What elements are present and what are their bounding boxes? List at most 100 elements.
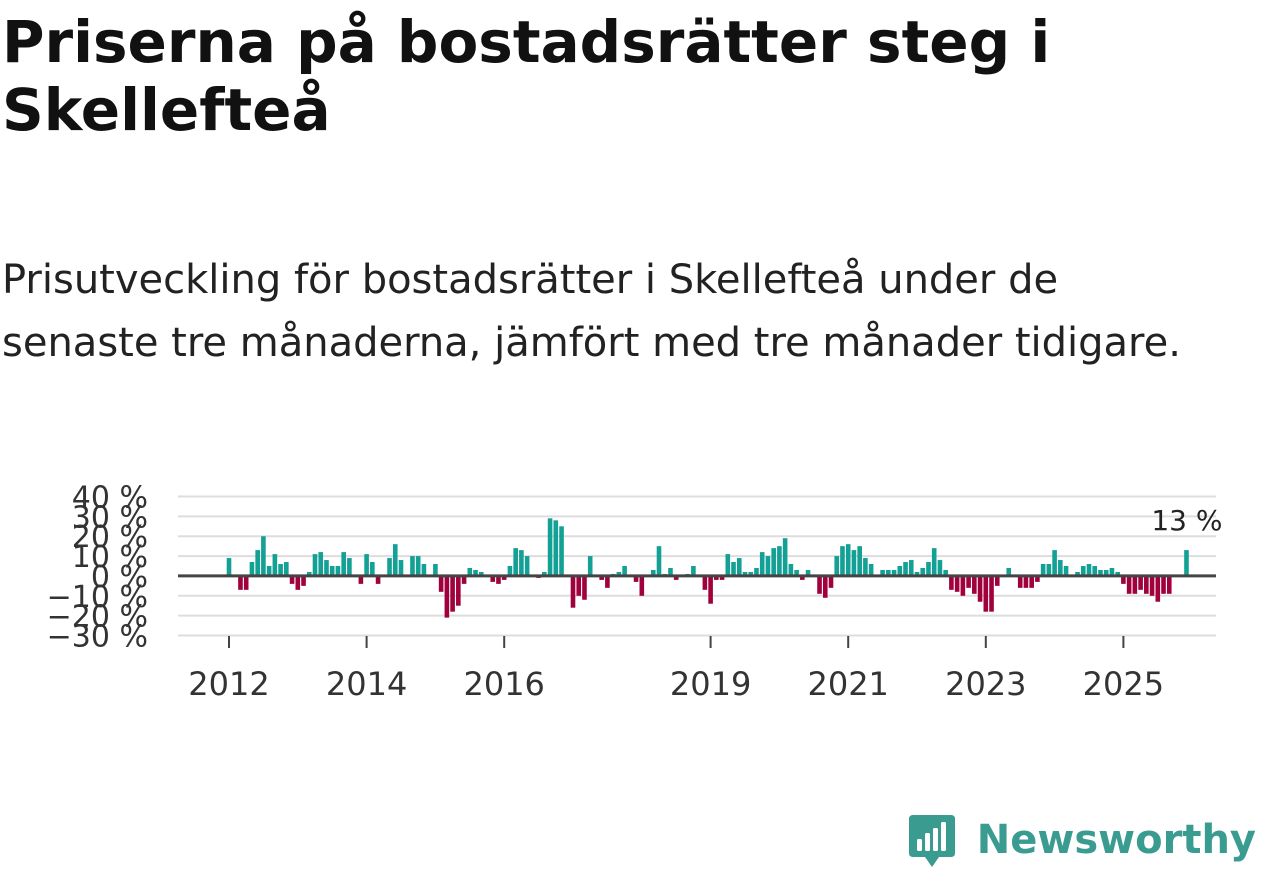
bar xyxy=(605,575,610,588)
bar xyxy=(908,560,914,576)
bar xyxy=(513,548,518,576)
bar xyxy=(937,560,943,576)
bar xyxy=(817,575,822,594)
bar xyxy=(765,556,771,576)
bar xyxy=(857,546,862,576)
y-tick-label: 20 % xyxy=(72,520,148,555)
bar xyxy=(261,536,266,576)
x-tick-label: 2025 xyxy=(1083,665,1164,703)
bar xyxy=(863,558,868,576)
bar xyxy=(960,575,966,596)
bar xyxy=(822,575,828,598)
bar xyxy=(1155,575,1161,602)
bar xyxy=(398,560,404,576)
bar xyxy=(708,575,713,604)
bar xyxy=(972,575,977,594)
y-tick-label: −20 % xyxy=(47,600,148,635)
bar xyxy=(1046,564,1052,576)
bar xyxy=(725,554,731,576)
bar xyxy=(777,546,782,576)
bar xyxy=(702,575,708,590)
bar xyxy=(358,575,364,584)
last-value-annotation: 13 % xyxy=(1151,504,1222,537)
bar xyxy=(840,546,845,576)
bar xyxy=(994,575,1000,586)
bar xyxy=(983,575,989,612)
bar xyxy=(1098,569,1103,576)
bar xyxy=(736,558,742,576)
bar xyxy=(851,550,857,576)
bar xyxy=(891,569,897,576)
bar xyxy=(249,562,255,576)
bar xyxy=(800,575,805,580)
x-tick-label: 2019 xyxy=(670,665,751,703)
bar xyxy=(668,567,673,576)
bar xyxy=(616,571,622,576)
bar xyxy=(805,569,811,576)
bar xyxy=(673,575,679,580)
bar xyxy=(656,546,662,576)
bar xyxy=(576,575,582,596)
bar xyxy=(444,575,450,618)
bar xyxy=(622,566,627,576)
bar xyxy=(1138,575,1143,590)
bar xyxy=(524,556,530,576)
bar xyxy=(1006,567,1012,576)
bar-chart: 40 %30 %20 %10 %0 %−10 %−20 %−30 % 2012 2… xyxy=(47,481,1223,704)
bar xyxy=(559,526,564,576)
bar xyxy=(868,564,874,576)
bar xyxy=(691,566,696,576)
bar xyxy=(341,552,346,576)
bar xyxy=(301,575,306,586)
y-tick-label: 0 % xyxy=(91,560,148,595)
bar xyxy=(312,554,318,576)
bar xyxy=(754,567,759,576)
x-tick-label: 2016 xyxy=(463,665,544,703)
bar xyxy=(1184,550,1189,576)
y-tick-label: −30 % xyxy=(47,620,148,655)
bar xyxy=(731,562,736,576)
bar xyxy=(289,575,295,584)
bar xyxy=(828,575,834,588)
bar xyxy=(496,575,501,584)
brand-logo: Newsworthy xyxy=(907,811,1256,869)
bar xyxy=(1109,567,1115,576)
x-tick-label: 2012 xyxy=(188,665,269,703)
bar xyxy=(467,567,473,576)
bar xyxy=(324,560,329,576)
bar xyxy=(782,538,788,576)
bar xyxy=(714,575,719,580)
bar xyxy=(1058,560,1063,576)
x-tick-label: 2014 xyxy=(326,665,407,703)
bar xyxy=(943,569,948,576)
bar xyxy=(903,562,908,576)
bar xyxy=(456,575,461,606)
bar xyxy=(1092,566,1098,576)
bar xyxy=(1121,575,1126,584)
bar xyxy=(266,566,272,576)
bar xyxy=(834,556,840,576)
y-tick-label: −10 % xyxy=(47,580,148,615)
bar xyxy=(392,544,398,576)
bar xyxy=(1166,575,1172,594)
bar xyxy=(284,562,289,576)
bar xyxy=(501,575,507,580)
x-tick-label: 2021 xyxy=(807,665,888,703)
bar xyxy=(639,575,645,596)
bar xyxy=(347,558,352,576)
bar xyxy=(633,575,639,582)
bar xyxy=(1115,571,1120,576)
bar xyxy=(989,575,994,612)
bar xyxy=(742,571,748,576)
chart-subtitle: Prisutveckling för bostadsrätter i Skell… xyxy=(2,257,1181,366)
bar xyxy=(1052,550,1057,576)
bar xyxy=(1023,575,1029,588)
bar xyxy=(272,554,278,576)
bar xyxy=(553,520,559,576)
bar xyxy=(1017,575,1023,588)
y-tick-label: 10 % xyxy=(72,540,148,575)
bar xyxy=(478,571,484,576)
bar xyxy=(886,569,891,576)
bar xyxy=(719,575,725,580)
bar xyxy=(547,518,553,576)
